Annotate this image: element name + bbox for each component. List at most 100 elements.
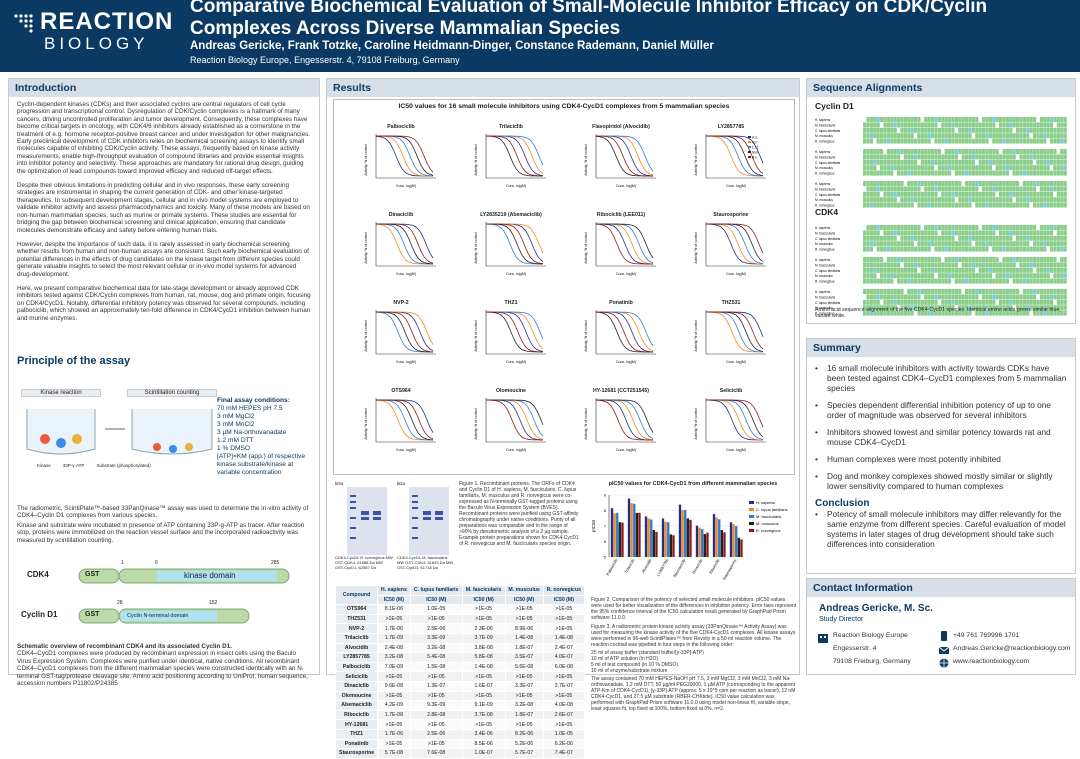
residue-cell	[978, 246, 982, 252]
bar	[652, 530, 656, 557]
residue-cell	[886, 278, 890, 284]
residue-cell	[914, 246, 918, 252]
legend-swatch	[749, 515, 754, 518]
residue-cell	[863, 310, 867, 316]
residue-cell	[961, 262, 965, 268]
x-tick-label: LY2857785	[656, 559, 669, 578]
residue-cell	[1036, 267, 1040, 273]
residue-cell	[893, 235, 897, 241]
residue-cell	[958, 246, 962, 252]
residue-cell	[999, 294, 1003, 300]
residue-cell	[999, 278, 1003, 284]
ic50-value: >1E-05	[377, 671, 411, 682]
residue-cell	[944, 122, 948, 128]
residue-cell	[934, 154, 938, 160]
residue-cell	[1002, 225, 1006, 230]
residue-cell	[1053, 186, 1057, 192]
ic50-value: 3.3E-09	[409, 632, 463, 644]
residue-cell	[995, 310, 999, 316]
residue-cell	[1005, 278, 1009, 284]
globe-icon	[939, 658, 949, 668]
residue-cell	[971, 170, 975, 176]
residue-cell	[1012, 127, 1016, 133]
residue-cell	[920, 154, 924, 160]
dose-response-curve	[486, 399, 544, 426]
residue-cell	[1033, 117, 1037, 122]
residue-cell	[903, 191, 907, 197]
residue-cell	[1029, 257, 1033, 262]
residue-cell	[937, 186, 941, 192]
residue-cell	[1029, 133, 1033, 139]
residue-cell	[1046, 230, 1050, 236]
residue-cell	[1002, 262, 1006, 268]
residue-cell	[886, 133, 890, 139]
residue-cell	[924, 122, 928, 128]
residue-cell	[883, 230, 887, 236]
contact-phone[interactable]: +49 761 769996 1701	[953, 632, 1020, 639]
residue-cell	[954, 225, 958, 230]
residue-cell	[1009, 230, 1013, 236]
summary-list: 16 small molecule inhibitors with activi…	[807, 357, 1075, 491]
residue-cell	[1026, 127, 1030, 133]
residue-cell	[934, 191, 938, 197]
residue-cell	[971, 262, 975, 268]
contact-email[interactable]: Andreas.Gericke@reactionbiology.com	[953, 645, 1071, 652]
residue-cell	[965, 262, 969, 268]
residue-cell	[1016, 235, 1020, 241]
residue-cell	[978, 197, 982, 203]
residue-cell	[1063, 305, 1067, 311]
residue-cell	[937, 246, 941, 252]
dose-response-chart: Ribociclib (LEE011) Activity, % of contro…	[584, 212, 658, 282]
residue-cell	[937, 138, 941, 144]
contact-website[interactable]: www.reactionbiology.com	[953, 658, 1030, 665]
residue-cell	[873, 138, 877, 144]
residue-cell	[903, 273, 907, 279]
residue-cell	[876, 202, 880, 208]
residue-cell	[1039, 273, 1043, 279]
residue-cell	[924, 170, 928, 176]
residue-cell	[931, 230, 935, 236]
residue-cell	[951, 186, 955, 192]
y-axis-label: Activity, % of control	[364, 320, 368, 351]
residue-cell	[1036, 278, 1040, 284]
residue-cell	[869, 294, 873, 300]
dose-response-curve	[706, 399, 764, 438]
residue-cell	[1026, 197, 1030, 203]
residue-cell	[1012, 225, 1016, 230]
residue-cell	[866, 278, 870, 284]
residue-cell	[1002, 191, 1006, 197]
residue-cell	[876, 273, 880, 279]
company-logo: REACTION BIOLOGY	[12, 8, 172, 56]
residue-cell	[1053, 241, 1057, 247]
bar	[737, 537, 741, 557]
residue-cell	[968, 278, 972, 284]
residue-cell	[893, 273, 897, 279]
residue-cell	[1056, 246, 1060, 252]
residue-cell	[880, 127, 884, 133]
residue-cell	[951, 191, 955, 197]
residue-cell	[1026, 159, 1030, 165]
residue-cell	[948, 202, 952, 208]
residue-cell	[886, 197, 890, 203]
residue-cell	[1016, 154, 1020, 160]
residue-cell	[988, 267, 992, 273]
ic50-value: >1E-05	[377, 613, 411, 625]
cdk4-start-pos: 1	[121, 560, 124, 566]
residue-cell	[931, 241, 935, 247]
residue-cell	[931, 181, 935, 186]
residue-cell	[1050, 235, 1054, 241]
residue-cell	[1026, 202, 1030, 208]
residue-cell	[961, 165, 965, 171]
residue-cell	[934, 170, 938, 176]
residue-cell	[999, 159, 1003, 165]
contact-city: 79108 Freiburg, Germany	[833, 658, 911, 665]
residue-cell	[914, 149, 918, 154]
residue-cell	[880, 165, 884, 171]
residue-cell	[893, 289, 897, 294]
residue-cell	[873, 235, 877, 241]
residue-cell	[1060, 305, 1064, 311]
residue-cell	[1056, 127, 1060, 133]
residue-cell	[903, 197, 907, 203]
residue-cell	[880, 294, 884, 300]
residue-cell	[985, 154, 989, 160]
